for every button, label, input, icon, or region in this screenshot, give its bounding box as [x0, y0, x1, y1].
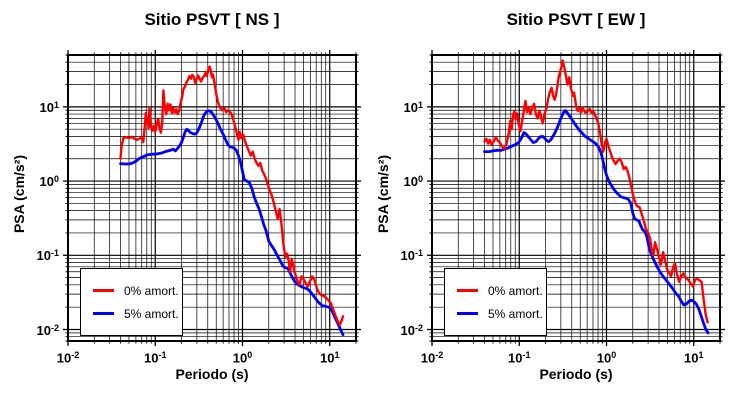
- legend-line-sample-red: [93, 289, 114, 292]
- x-tick-label: 10-1: [143, 350, 167, 366]
- x-tick-label: 101: [683, 350, 704, 366]
- legend-entry-5pct: 5% amort.: [445, 307, 546, 321]
- legend-line-sample-red: [457, 289, 478, 292]
- x-tick-label: 100: [232, 350, 253, 366]
- y-tick-label: 101: [39, 99, 59, 116]
- x-axis-label: Periodo (s): [539, 366, 613, 382]
- y-tick-label: 100: [39, 173, 59, 190]
- plot-canvas: [63, 50, 361, 346]
- plot-canvas: [427, 50, 725, 346]
- chart-ew: Sitio PSVT [ EW ] PSA (cm/s²) Periodo (s…: [364, 0, 730, 400]
- grid: [67, 54, 357, 342]
- x-tick-label: 10-2: [420, 350, 444, 366]
- y-tick-label: 10-2: [36, 322, 59, 338]
- series-line-0pct: [119, 65, 345, 327]
- legend-line-sample-blue: [93, 312, 114, 315]
- legend: 0% amort. 5% amort.: [80, 268, 183, 336]
- y-axis-label: PSA (cm/s²): [11, 154, 27, 234]
- legend-label: 5% amort.: [124, 306, 179, 321]
- legend-entry-5pct: 5% amort.: [81, 307, 182, 321]
- chart-title-ns: Sitio PSVT [ NS ]: [144, 10, 280, 29]
- y-tick-label: 10-1: [36, 248, 59, 264]
- series-line-5pct: [483, 109, 710, 335]
- x-tick-label: 10-2: [56, 350, 80, 366]
- legend-entry-0pct: 0% amort.: [445, 284, 546, 298]
- legend-line-sample-blue: [457, 312, 478, 315]
- plot-frame: [67, 54, 357, 342]
- series-line-5pct: [119, 109, 345, 337]
- y-tick-label: 10-1: [400, 248, 423, 264]
- series-line-0pct: [483, 59, 709, 324]
- x-tick-label: 100: [596, 350, 617, 366]
- chart-ns: Sitio PSVT [ NS ] PSA (cm/s²) Periodo (s…: [11, 10, 361, 382]
- legend-label: 5% amort.: [488, 306, 543, 321]
- legend-label: 0% amort.: [124, 283, 179, 298]
- x-tick-label: 101: [319, 350, 340, 366]
- legend-label: 0% amort.: [488, 283, 543, 298]
- legend-entry-0pct: 0% amort.: [81, 284, 182, 298]
- chart-title-ew: Sitio PSVT [ EW ]: [506, 10, 646, 29]
- x-axis-label: Periodo (s): [175, 366, 249, 382]
- y-tick-label: 101: [403, 99, 423, 116]
- x-tick-label: 10-1: [507, 350, 531, 366]
- plot-frame: [431, 54, 721, 342]
- y-axis-label: PSA (cm/s²): [375, 154, 391, 234]
- y-tick-label: 100: [403, 173, 423, 190]
- y-tick-label: 10-2: [400, 322, 423, 338]
- legend: 0% amort. 5% amort.: [444, 268, 547, 336]
